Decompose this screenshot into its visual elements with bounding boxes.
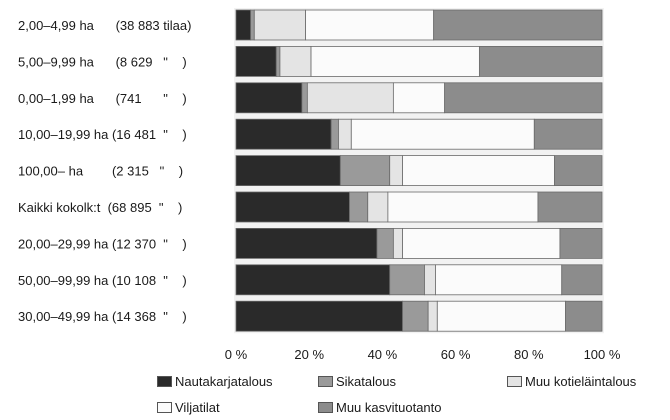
bar-segment-sikatalous [250, 9, 255, 41]
bar-segment-sikatalous [339, 155, 391, 187]
bar-segment-muu-kotielaintalous [253, 9, 306, 41]
bar-segment-sikatalous [349, 191, 369, 223]
bar-segment-muu-kotielaintalous [424, 264, 436, 296]
bar-segment-muu-kasvituotanto [565, 300, 603, 332]
bar-segment-muu-kasvituotanto [537, 191, 603, 223]
x-tick-label: 60 % [441, 347, 471, 362]
category-label: 5,00–9,99 ha (8 629 " ) [18, 54, 187, 69]
category-label: 100,00– ha (2 315 " ) [18, 164, 183, 179]
bar-segment-viljatilat [387, 191, 539, 223]
x-tick-label: 80 % [514, 347, 544, 362]
category-label: 10,00–19,99 ha (16 481 " ) [18, 127, 187, 142]
category-label: Kaikki kokolk:t (68 895 " ) [18, 200, 182, 215]
bar-segment-sikatalous [301, 82, 308, 114]
bar-segment-muu-kotielaintalous [392, 227, 403, 259]
bar-segment-nautakarjatalous [235, 227, 378, 259]
bar-segment-muu-kotielaintalous [306, 82, 394, 114]
bar-segment-muu-kasvituotanto [533, 118, 603, 150]
bar-segment-viljatilat [310, 46, 480, 77]
bar-segment-viljatilat [392, 82, 446, 114]
category-label: 0,00–1,99 ha (741 " ) [18, 91, 187, 106]
category-label: 30,00–49,99 ha (14 368 " ) [18, 309, 187, 324]
bar-segment-nautakarjatalous [235, 118, 332, 150]
x-tick-label: 100 % [584, 347, 621, 362]
x-tick-label: 40 % [368, 347, 398, 362]
bar-segment-nautakarjatalous [235, 300, 403, 332]
bar-segment-muu-kotielaintalous [427, 300, 438, 332]
bar-segment-sikatalous [275, 46, 281, 77]
bar-segment-muu-kasvituotanto [559, 227, 603, 259]
category-label: 20,00–29,99 ha (12 370 " ) [18, 236, 187, 251]
bar-segment-sikatalous [402, 300, 429, 332]
bar-segment-muu-kasvituotanto [478, 46, 603, 77]
bar-segment-muu-kasvituotanto [561, 264, 603, 296]
bar-segment-nautakarjatalous [235, 82, 303, 114]
bar-segment-muu-kotielaintalous [279, 46, 312, 77]
bar-segment-nautakarjatalous [235, 191, 350, 223]
category-label: 50,00–99,99 ha (10 108 " ) [18, 273, 187, 288]
bar-segment-viljatilat [305, 9, 435, 41]
x-tick-label: 0 % [225, 347, 248, 362]
x-tick-label: 20 % [294, 347, 324, 362]
bar-segment-nautakarjatalous [235, 155, 341, 187]
bar-segment-nautakarjatalous [235, 46, 277, 77]
bar-segment-viljatilat [402, 155, 555, 187]
bar-segment-muu-kotielaintalous [338, 118, 352, 150]
bar-segment-viljatilat [350, 118, 535, 150]
bar-segment-nautakarjatalous [235, 9, 252, 41]
bar-segment-viljatilat [402, 227, 561, 259]
bar-segment-muu-kotielaintalous [367, 191, 389, 223]
bar-segment-muu-kasvituotanto [433, 9, 603, 41]
bar-segment-viljatilat [436, 300, 566, 332]
bar-segment-muu-kasvituotanto [554, 155, 603, 187]
bar-segment-sikatalous [330, 118, 339, 150]
bar-segment-muu-kotielaintalous [389, 155, 403, 187]
bar-segment-sikatalous [389, 264, 425, 296]
bar-segment-nautakarjatalous [235, 264, 391, 296]
bar-segment-muu-kasvituotanto [444, 82, 603, 114]
bar-segment-viljatilat [435, 264, 563, 296]
bar-segment-sikatalous [376, 227, 394, 259]
category-label: 2,00–4,99 ha (38 883 tilaa) [18, 18, 191, 33]
